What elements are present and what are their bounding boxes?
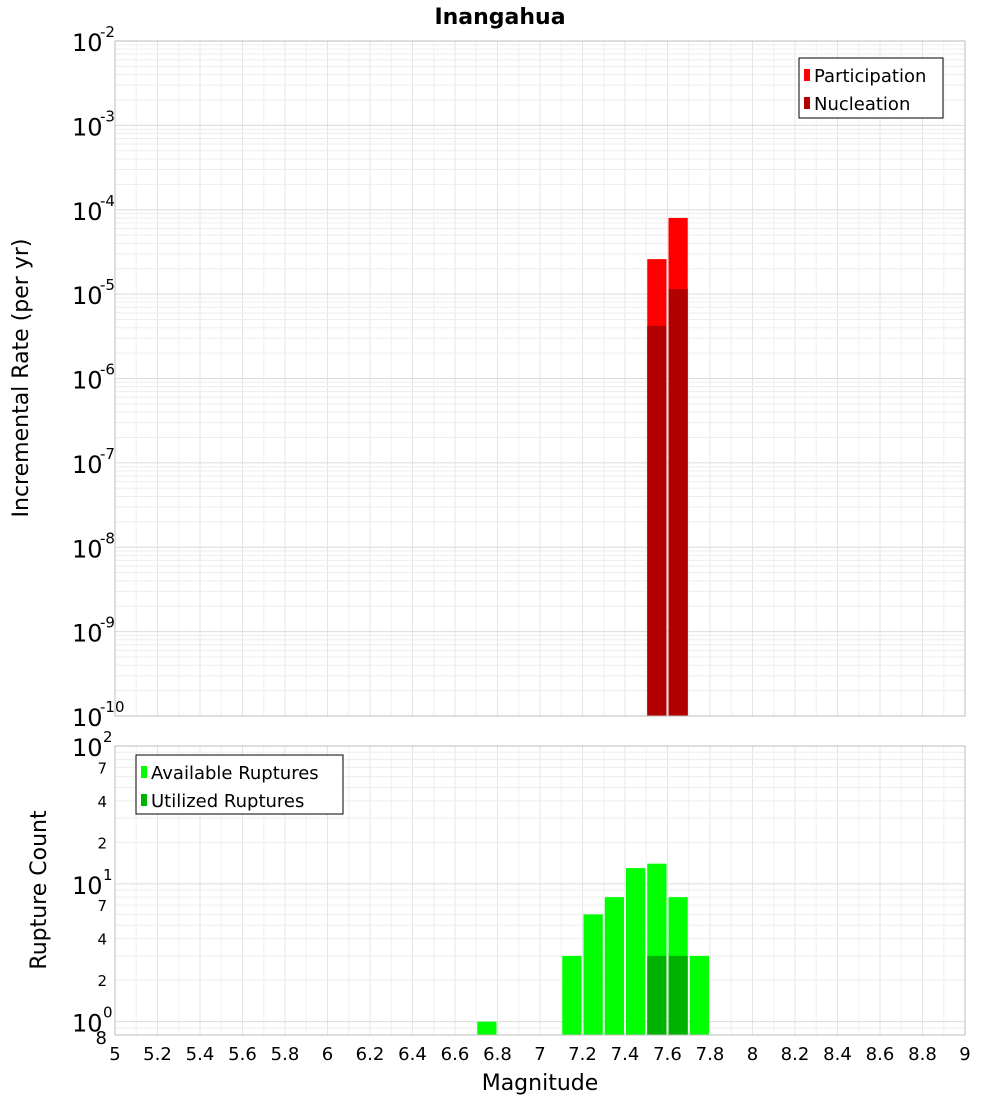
x-tick-label: 7.2 [568,1044,597,1065]
bottom-y-minor-tick-label: 2 [97,972,107,990]
bottom-y-minor-tick-label: 7 [97,897,107,915]
bottom-bar-available-ruptures [689,955,709,1035]
top-legend-label: Nucleation [814,94,910,115]
x-tick-label: 7.8 [696,1044,725,1065]
x-tick-label: 6.4 [398,1044,427,1065]
top-y-tick-exponent: -6 [100,361,115,379]
x-tick-label: 5.4 [186,1044,215,1065]
x-tick-label: 8.6 [866,1044,895,1065]
x-tick-label: 5 [109,1044,120,1065]
top-y-tick-exponent: -2 [100,23,115,41]
bottom-y-tick-label: 10 [72,734,103,762]
bottom-y-minor-tick-label: 4 [97,793,107,811]
bottom-bar-available-ruptures [626,868,646,1035]
chart-title: Inangahua [434,5,565,30]
bottom-y-minor-tick-label: 8 [96,1028,107,1049]
top-y-tick-label: 10 [72,535,103,563]
top-y-tick-exponent: -3 [100,107,115,125]
x-tick-label: 5.6 [228,1044,257,1065]
top-y-tick-label: 10 [72,367,103,395]
x-tick-label: 6 [322,1044,333,1065]
top-bar-nucleation [668,289,688,716]
top-y-tick-exponent: -7 [100,445,115,463]
top-y-tick-label: 10 [72,704,103,732]
bottom-plot-border [114,745,966,1036]
bottom-y-tick-exponent: 1 [103,866,113,884]
x-axis-label: Magnitude [482,1071,599,1096]
bottom-bar-available-ruptures [583,914,603,1035]
top-y-tick-exponent: -8 [100,529,115,547]
bottom-bar-utilized-ruptures [668,955,688,1035]
top-y-tick-exponent: -9 [100,614,115,632]
x-tick-label: 8.4 [823,1044,852,1065]
top-y-tick-exponent: -5 [100,276,115,294]
bottom-y-minor-tick-label: 2 [97,834,107,852]
bottom-legend-swatch [141,794,147,806]
top-y-tick-label: 10 [72,282,103,310]
x-tick-label: 8.2 [781,1044,810,1065]
top-y-tick-label: 10 [72,451,103,479]
bottom-bar-available-ruptures [562,955,582,1035]
bottom-y-tick-exponent: 2 [103,728,113,746]
top-y-tick-exponent: -4 [100,192,115,210]
x-tick-label: 5.2 [143,1044,172,1065]
x-tick-label: 6.6 [441,1044,470,1065]
bottom-y-tick-label: 10 [72,872,103,900]
top-y-tick-label: 10 [72,29,103,57]
bottom-y-axis-label: Rupture Count [27,810,52,970]
x-tick-label: 9 [959,1044,970,1065]
bottom-bar-available-ruptures [477,1021,497,1035]
top-plot-border [114,40,966,717]
x-tick-label: 8.8 [908,1044,937,1065]
top-legend [798,57,944,119]
bottom-legend-label: Available Ruptures [151,763,319,784]
bottom-bar-available-ruptures [604,897,624,1035]
bottom-legend-swatch [141,766,147,778]
bottom-y-minor-tick-label: 4 [97,931,107,949]
bottom-y-minor-tick-label: 7 [97,759,107,777]
top-y-tick-label: 10 [72,198,103,226]
x-tick-label: 5.8 [271,1044,300,1065]
top-y-tick-label: 10 [72,113,103,141]
top-legend-label: Participation [814,66,926,87]
bottom-y-tick-label: 10 [72,1010,103,1038]
x-tick-label: 7 [534,1044,545,1065]
bottom-bar-utilized-ruptures [647,955,667,1035]
bottom-legend-label: Utilized Ruptures [151,791,304,812]
top-legend-swatch [804,97,810,109]
top-y-tick-label: 10 [72,620,103,648]
x-tick-label: 6.8 [483,1044,512,1065]
top-legend-swatch [804,69,810,81]
x-tick-label: 7.6 [653,1044,682,1065]
top-bar-nucleation [647,325,667,716]
bottom-y-tick-exponent: 0 [103,1004,113,1022]
top-y-tick-exponent: -10 [100,698,125,716]
x-tick-label: 8 [747,1044,758,1065]
x-tick-label: 6.2 [356,1044,385,1065]
x-tick-label: 7.4 [611,1044,640,1065]
top-panel: 10-210-310-410-510-610-710-810-910-10Par… [72,23,966,732]
bottom-legend [135,754,344,815]
top-y-axis-label: Incremental Rate (per yr) [9,239,34,518]
